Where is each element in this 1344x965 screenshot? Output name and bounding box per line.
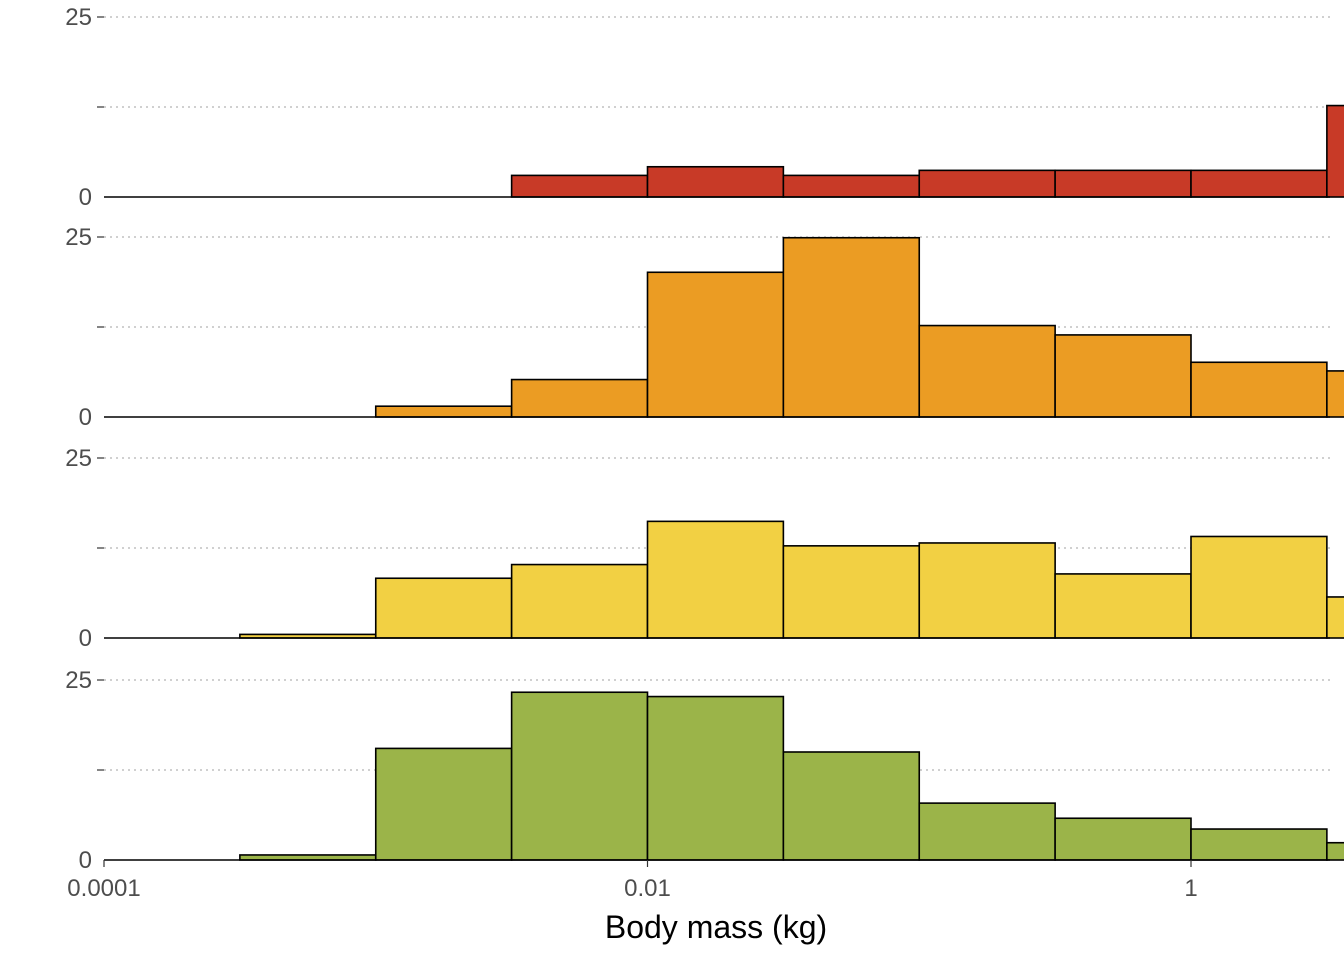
bar-panel-2-bin-3 [510,378,649,418]
bar-panel-2-bin-6 [918,324,1056,418]
bar-panel-3-bin-6 [918,542,1056,639]
bar-panel-3-bin-9 [1326,596,1344,639]
x-tick-label-0: 0.0001 [67,875,140,902]
bar-panel-4-bin-2 [374,747,513,861]
bar-panel-2-bin-4 [646,271,785,418]
bar-panel-1-bin-7 [1054,169,1192,198]
y-tick-label-panel-4-0: 0 [79,847,92,874]
bar-panel-1-bin-6 [918,169,1056,198]
bar-panel-1-bin-9 [1326,104,1344,198]
bar-panel-2-bin-7 [1054,334,1192,418]
x-tick-label-2: 1 [1184,875,1197,902]
y-tick-label-panel-1-0: 0 [79,184,92,211]
x-tick-label-1: 0.01 [624,875,671,902]
bar-panel-3-bin-2 [374,577,513,639]
bar-panel-4-bin-4 [646,695,785,861]
y-tick-label-panel-4-1: 25 [65,667,92,694]
y-tick-label-panel-2-0: 0 [79,404,92,431]
y-tick-label-panel-3-0: 0 [79,625,92,652]
bar-panel-4-bin-9 [1326,841,1344,861]
x-axis-title: Body mass (kg) [605,909,827,945]
bar-panel-4-bin-3 [510,691,649,861]
bar-panel-2-bin-5 [782,236,921,418]
bar-panel-3-bin-7 [1054,573,1192,639]
bar-panel-4-bin-8 [1190,828,1328,861]
bar-panel-3-bin-3 [510,563,649,639]
bar-panel-3-bin-8 [1190,535,1328,639]
bar-panel-4-bin-7 [1054,817,1192,861]
bar-panel-2-bin-2 [374,405,513,418]
bar-panel-4-bin-6 [918,802,1056,861]
bar-panel-2-bin-8 [1190,361,1328,418]
bar-panel-1-bin-8 [1190,169,1328,198]
bar-panel-4-bin-5 [782,751,921,861]
y-tick-label-panel-1-1: 25 [65,4,92,31]
bar-panel-1-bin-5 [782,174,921,198]
bar-panel-1-bin-3 [510,174,649,198]
bar-panel-3-bin-5 [782,545,921,639]
y-tick-label-panel-2-1: 25 [65,224,92,251]
y-tick-label-panel-3-1: 25 [65,445,92,472]
bar-panel-2-bin-9 [1326,370,1344,418]
bar-panel-3-bin-4 [646,520,785,639]
bar-panel-1-bin-4 [646,165,785,198]
